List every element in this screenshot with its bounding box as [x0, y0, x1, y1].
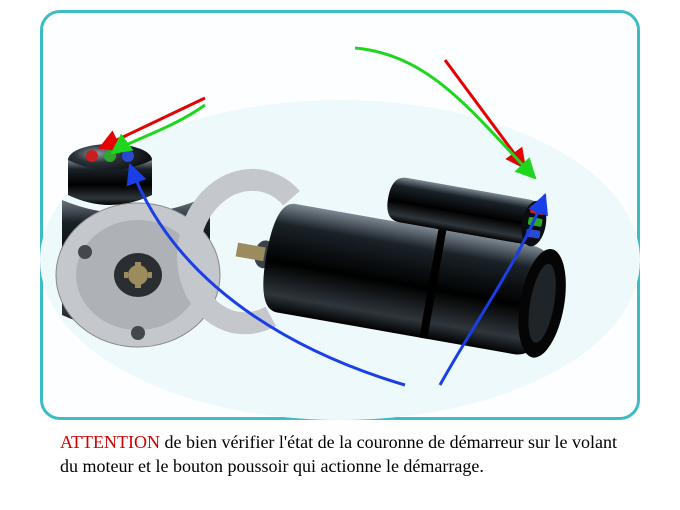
label-chassis-ground: Masse à brancher sur le chassis: [340, 382, 630, 401]
caption-warning: ATTENTION de bien vérifier l'état de la …: [60, 430, 620, 479]
label-starter-button-wire: Fil du bouton dedémarreur: [440, 22, 610, 60]
label-battery-cable: Cable plus de labatterie et le fil quire…: [200, 22, 370, 97]
caption-warning-word: ATTENTION: [60, 432, 160, 452]
